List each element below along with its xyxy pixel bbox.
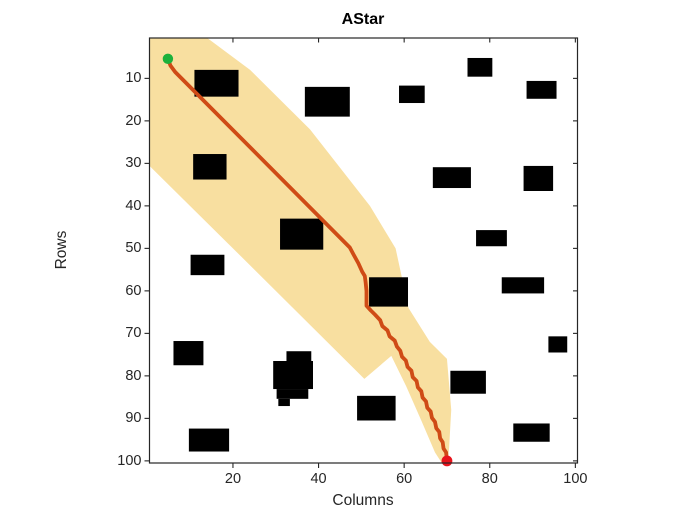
start-marker: [162, 53, 174, 65]
obstacle-rect: [548, 336, 568, 353]
x-tick-label: 100: [563, 471, 588, 487]
plot-title: AStar: [341, 11, 385, 28]
obstacle-rect: [273, 361, 313, 390]
obstacle-rect: [190, 254, 225, 276]
obstacle-rect: [280, 218, 324, 250]
obstacle-rect: [276, 389, 309, 399]
explored-region: [149, 38, 452, 463]
y-tick-label: 80: [125, 367, 142, 384]
obstacle-rect: [357, 395, 396, 421]
x-tick-label: 40: [310, 471, 327, 487]
y-tick-label: 40: [125, 197, 142, 214]
obstacle-rect: [476, 230, 507, 247]
obstacle-rect: [188, 428, 230, 452]
x-tick-label: 80: [481, 471, 498, 487]
y-axis-label: Rows: [53, 230, 70, 270]
obstacle-rect: [523, 165, 554, 191]
obstacle-rect: [173, 341, 204, 366]
obstacle-rect: [432, 167, 471, 189]
path-polyline: [166, 56, 449, 463]
obstacle-rect: [369, 277, 409, 307]
y-tick-label: 30: [125, 155, 142, 172]
obstacle-rect: [467, 57, 493, 77]
obstacle-rect: [501, 277, 545, 294]
obstacle-rect: [193, 154, 227, 180]
obstacle-rect: [450, 370, 486, 394]
obstacle-rect: [526, 80, 557, 99]
x-tick-label: 60: [396, 471, 413, 487]
y-tick-label: 70: [125, 325, 142, 342]
y-tick-label: 90: [125, 410, 142, 427]
plot-area: [144, 37, 579, 468]
obstacle-rect: [304, 86, 350, 117]
obstacle-rect: [286, 351, 312, 362]
goal-marker: [441, 455, 453, 467]
y-tick-label: 20: [125, 112, 142, 129]
obstacle-rect: [278, 398, 290, 407]
y-tick-label: 10: [125, 70, 142, 87]
x-tick-label: 20: [224, 471, 242, 487]
y-tick-label: 60: [125, 282, 142, 299]
y-tick-label: 100: [117, 452, 142, 469]
y-tick-label: 50: [125, 240, 142, 257]
obstacle-rect: [399, 85, 425, 104]
x-axis-label: Columns: [332, 492, 394, 509]
obstacle-rect: [513, 423, 550, 442]
axis-box: [148, 37, 579, 464]
obstacle-rect: [194, 69, 239, 97]
